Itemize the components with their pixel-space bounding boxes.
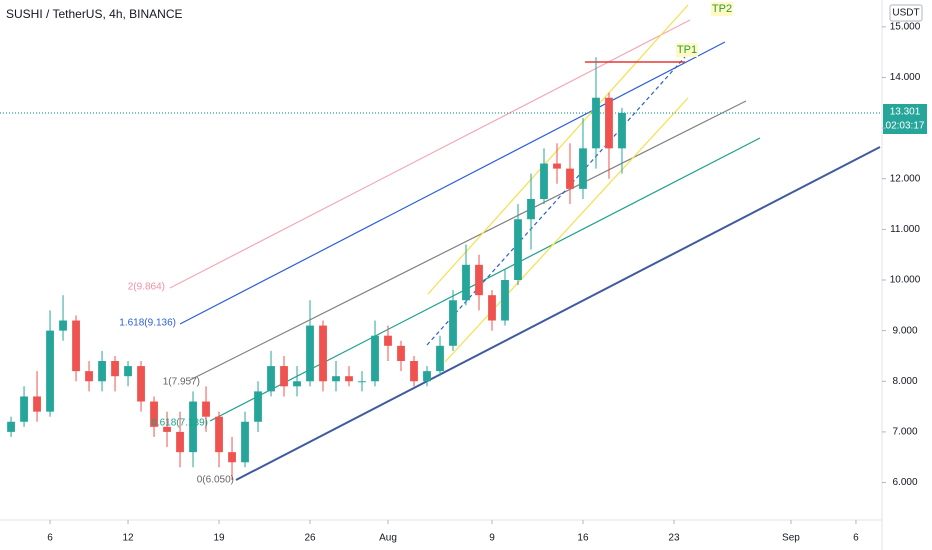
- y-tick-label: 12.000: [890, 173, 921, 184]
- candle-body: [579, 148, 587, 189]
- x-tick-label: 16: [577, 533, 589, 544]
- y-tick-label: 15.000: [890, 21, 921, 32]
- candle-body: [254, 391, 262, 422]
- level-label: 1.618(9.136): [119, 318, 176, 329]
- candle-body: [111, 361, 119, 377]
- candle-body: [228, 452, 236, 463]
- candle-body: [124, 366, 132, 377]
- level-label: 1(7.957): [163, 377, 200, 388]
- candle-body: [150, 401, 158, 427]
- candle-body: [553, 163, 561, 169]
- candle-body: [475, 264, 483, 296]
- candle-body: [280, 366, 288, 387]
- channel-1618: [179, 41, 726, 325]
- channel-1: [189, 100, 747, 381]
- candle-body: [189, 401, 197, 453]
- last-price-box: [883, 104, 927, 134]
- tp1-box: [676, 43, 698, 57]
- y-tick-label: 6.000: [892, 477, 917, 488]
- y-tick-label: 8.000: [892, 376, 917, 387]
- x-tick-label: Aug: [379, 533, 397, 544]
- candle-body: [462, 264, 470, 301]
- candle-body: [592, 97, 600, 149]
- x-tick-label: 26: [304, 533, 316, 544]
- candle-body: [72, 320, 80, 372]
- last-price: 13.301: [890, 107, 921, 118]
- candle-body: [527, 198, 535, 220]
- candle-body: [371, 335, 379, 382]
- candle-body: [449, 300, 457, 346]
- candle-body: [605, 97, 613, 149]
- candle-body: [397, 345, 405, 362]
- candle-body: [7, 421, 15, 432]
- candle-body: [306, 325, 314, 382]
- y-tick-label: 14.000: [890, 72, 921, 83]
- candle-body: [436, 345, 444, 372]
- candle-body: [98, 361, 106, 382]
- candle-body: [293, 381, 301, 387]
- candle-body: [137, 366, 145, 402]
- candle-body: [345, 376, 353, 382]
- candle-body: [319, 325, 327, 382]
- chart-title: SUSHI / TetherUS, 4h, BINANCE: [6, 7, 183, 21]
- x-tick-label: Sep: [782, 533, 800, 544]
- candle-body: [410, 361, 418, 382]
- tp2-box: [711, 2, 733, 16]
- candle-body: [46, 330, 54, 412]
- x-tick-label: 12: [122, 533, 134, 544]
- x-tick-label: 19: [213, 533, 225, 544]
- level-label: 0(6.050): [197, 475, 234, 486]
- drawings: [0, 2, 882, 481]
- tp1-label: TP1: [677, 44, 697, 56]
- candle-body: [501, 280, 509, 321]
- candle-body: [423, 371, 431, 382]
- level-label: 0.618(7.139): [151, 418, 208, 429]
- candle-body: [514, 219, 522, 280]
- x-tick-label: 23: [668, 533, 680, 544]
- x-tick-label: 6: [47, 533, 53, 544]
- currency: USDT: [892, 8, 919, 19]
- currency-box: [889, 4, 923, 22]
- timer: 02:03:17: [886, 121, 925, 132]
- yellow-line-bottom: [444, 97, 689, 363]
- candle-body: [176, 431, 184, 453]
- candle-body: [241, 421, 249, 463]
- candle-body: [33, 396, 41, 412]
- candle-body: [163, 426, 171, 432]
- target-path: [426, 56, 686, 346]
- candle-body: [202, 401, 210, 417]
- candle-body: [59, 320, 67, 331]
- y-tick-label: 11.000: [890, 224, 920, 235]
- candle-body: [85, 371, 93, 382]
- channel-2: [169, 19, 691, 289]
- candle-body: [332, 376, 340, 382]
- candle-body: [566, 168, 574, 189]
- candles: [7, 57, 626, 480]
- y-tick-label: 7.000: [892, 427, 917, 438]
- yellow-line-top: [427, 4, 689, 295]
- candle-body: [20, 396, 28, 422]
- channel-base: [235, 146, 881, 481]
- x-tick-label: 9: [489, 533, 495, 544]
- candle-body: [215, 416, 223, 453]
- level-label: 2(9.864): [128, 282, 165, 293]
- candle-body: [618, 112, 626, 149]
- candle-body: [384, 335, 392, 346]
- candle-body: [488, 295, 496, 321]
- candle-body: [358, 381, 366, 383]
- tp2-label: TP2: [712, 3, 732, 15]
- y-tick-label: 10.000: [890, 275, 921, 286]
- y-tick-label: 9.000: [892, 325, 917, 336]
- candle-body: [267, 366, 275, 392]
- x-tick-label: 6: [853, 533, 859, 544]
- candle-body: [540, 163, 548, 199]
- price-axis: [882, 0, 932, 520]
